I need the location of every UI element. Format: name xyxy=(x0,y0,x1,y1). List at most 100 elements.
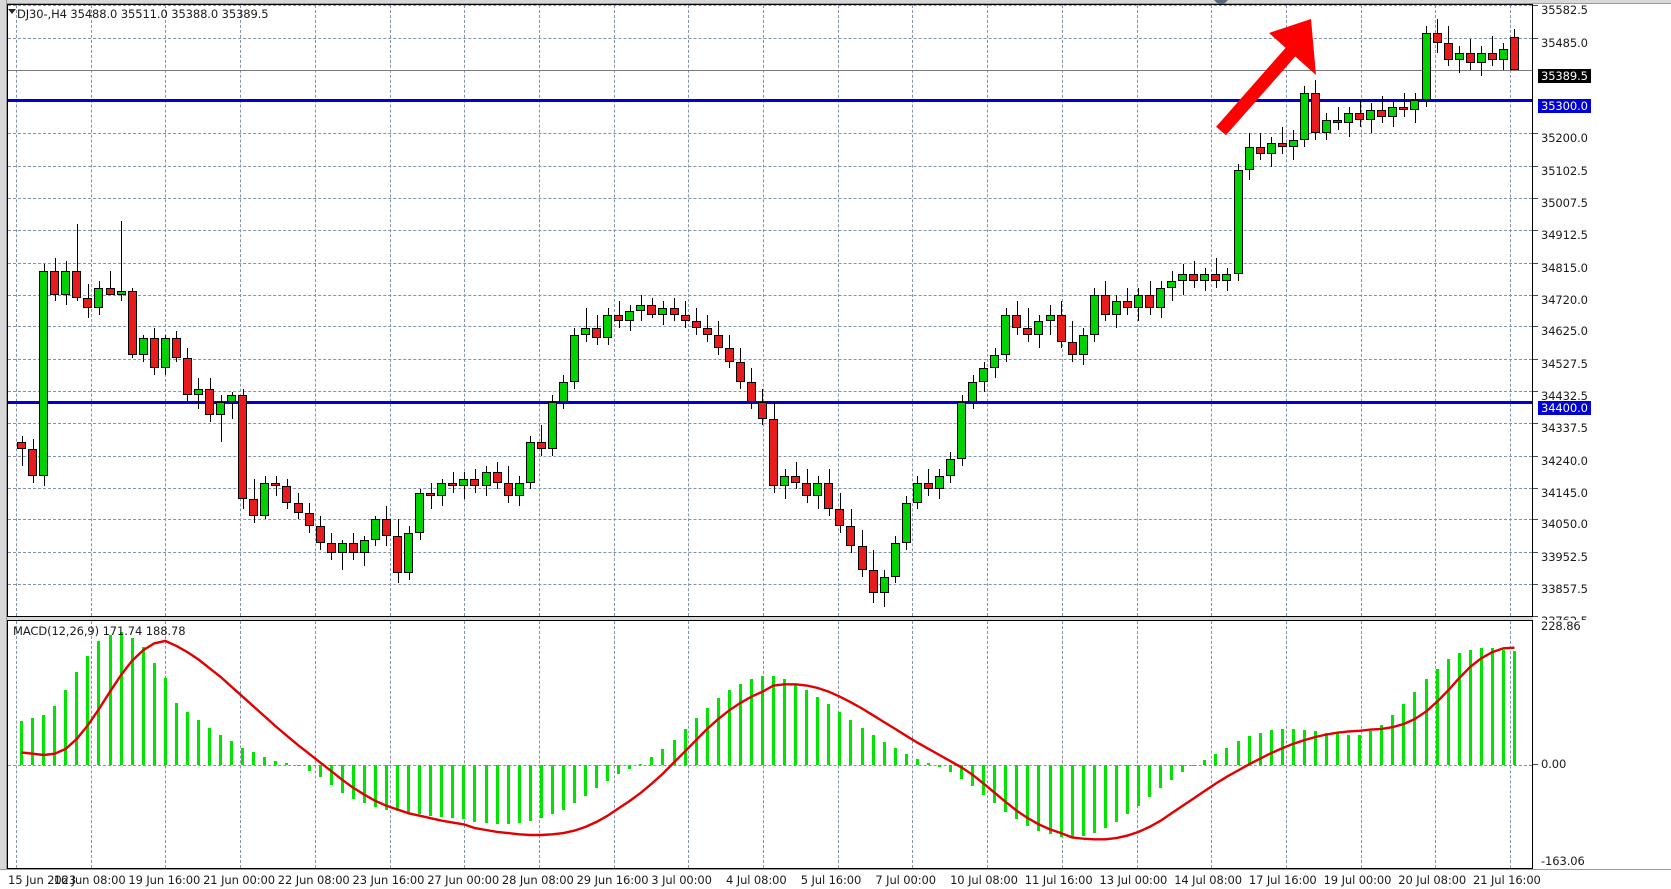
candle-body-bearish[interactable] xyxy=(105,287,115,295)
candle-body-bearish[interactable] xyxy=(249,499,259,517)
candle-body-bullish[interactable] xyxy=(116,291,126,295)
candle-body-bearish[interactable] xyxy=(28,448,38,476)
candle-body-bearish[interactable] xyxy=(1122,301,1132,308)
candle-body-bearish[interactable] xyxy=(470,479,480,486)
candle-body-bullish[interactable] xyxy=(780,475,790,486)
candle-body-bearish[interactable] xyxy=(746,381,756,402)
candle-body-bearish[interactable] xyxy=(393,536,403,574)
candle-body-bearish[interactable] xyxy=(492,472,502,483)
candle-body-bearish[interactable] xyxy=(238,395,248,500)
candle-body-bullish[interactable] xyxy=(1344,113,1354,124)
candle-body-bearish[interactable] xyxy=(824,482,834,510)
candle-body-bearish[interactable] xyxy=(182,358,192,396)
candle-body-bullish[interactable] xyxy=(370,519,380,540)
candle-body-bearish[interactable] xyxy=(17,442,27,449)
candle-body-bearish[interactable] xyxy=(293,502,303,513)
candle-body-bearish[interactable] xyxy=(1145,294,1155,308)
candle-body-bullish[interactable] xyxy=(1410,99,1420,110)
candle-body-bearish[interactable] xyxy=(536,442,546,449)
candle-body-bullish[interactable] xyxy=(912,482,922,503)
candle-body-bullish[interactable] xyxy=(813,482,823,496)
candle-body-bearish[interactable] xyxy=(1509,36,1519,70)
candle-body-bearish[interactable] xyxy=(614,314,624,322)
macd-indicator-pane[interactable]: MACD(12,26,9) 171.74 188.78 xyxy=(7,620,1533,869)
candle-body-bullish[interactable] xyxy=(1388,106,1398,117)
candle-body-bullish[interactable] xyxy=(636,304,646,312)
candle-body-bullish[interactable] xyxy=(945,459,955,476)
candle-body-bearish[interactable] xyxy=(1056,314,1066,342)
candle-body-bearish[interactable] xyxy=(426,492,436,496)
candle-body-bearish[interactable] xyxy=(1487,52,1497,60)
triangle-down-icon[interactable] xyxy=(8,9,16,14)
candle-body-bullish[interactable] xyxy=(525,442,535,483)
candle-body-bullish[interactable] xyxy=(968,381,978,402)
candle-body-bullish[interactable] xyxy=(459,479,469,486)
candle-body-bullish[interactable] xyxy=(1288,140,1298,147)
candle-body-bearish[interactable] xyxy=(503,482,513,496)
candle-body-bearish[interactable] xyxy=(1310,93,1320,134)
candle-body-bullish[interactable] xyxy=(1045,314,1055,322)
candle-body-bearish[interactable] xyxy=(691,321,701,329)
candle-body-bullish[interactable] xyxy=(1266,143,1276,154)
candle-body-bearish[interactable] xyxy=(149,338,159,369)
candle-body-bearish[interactable] xyxy=(1023,328,1033,335)
candle-body-bullish[interactable] xyxy=(337,542,347,554)
candle-body-bullish[interactable] xyxy=(558,381,568,402)
candle-body-bearish[interactable] xyxy=(680,314,690,322)
candle-body-bullish[interactable] xyxy=(901,502,911,543)
candle-body-bearish[interactable] xyxy=(769,418,779,486)
last-price-label[interactable]: 35389.5 xyxy=(1538,68,1591,83)
candle-body-bullish[interactable] xyxy=(990,354,1000,369)
candle-body-bearish[interactable] xyxy=(205,388,215,416)
candle-body-bearish[interactable] xyxy=(127,291,137,355)
candle-body-bullish[interactable] xyxy=(1244,146,1254,171)
candle-body-bearish[interactable] xyxy=(1189,274,1199,282)
horizontal-level-line-0[interactable] xyxy=(8,98,1532,102)
candle-body-bullish[interactable] xyxy=(547,401,557,449)
candle-body-bullish[interactable] xyxy=(1299,93,1309,141)
candle-body-bullish[interactable] xyxy=(957,401,967,460)
candle-body-bullish[interactable] xyxy=(193,388,203,396)
candle-body-bullish[interactable] xyxy=(569,334,579,382)
candle-body-bullish[interactable] xyxy=(39,271,49,476)
candle-body-bearish[interactable] xyxy=(802,482,812,496)
candle-body-bearish[interactable] xyxy=(846,526,856,547)
candle-body-bearish[interactable] xyxy=(381,519,391,537)
candle-body-bullish[interactable] xyxy=(1156,287,1166,308)
candle-body-bearish[interactable] xyxy=(72,271,82,298)
horizontal-level-line-1[interactable] xyxy=(8,400,1532,404)
candle-body-bearish[interactable] xyxy=(724,348,734,362)
candle-body-bearish[interactable] xyxy=(1399,106,1409,110)
candle-body-bearish[interactable] xyxy=(1443,42,1453,60)
candle-body-bullish[interactable] xyxy=(138,338,148,355)
candle-body-bearish[interactable] xyxy=(1012,314,1022,329)
candle-body-bearish[interactable] xyxy=(348,542,358,554)
candle-body-bearish[interactable] xyxy=(592,328,602,339)
candle-body-bearish[interactable] xyxy=(171,338,181,359)
candle-body-bullish[interactable] xyxy=(1133,294,1143,308)
candle-body-bullish[interactable] xyxy=(603,314,613,339)
candle-body-bearish[interactable] xyxy=(713,334,723,349)
candle-body-bearish[interactable] xyxy=(50,271,60,295)
candle-body-bullish[interactable] xyxy=(514,482,524,496)
candle-body-bearish[interactable] xyxy=(791,475,801,483)
candle-body-bearish[interactable] xyxy=(448,482,458,486)
candle-body-bullish[interactable] xyxy=(94,287,104,308)
candle-body-bearish[interactable] xyxy=(1355,113,1365,120)
candle-body-bullish[interactable] xyxy=(160,338,170,369)
scroll-position-marker-icon[interactable] xyxy=(1214,0,1228,7)
candle-body-bullish[interactable] xyxy=(1178,274,1188,282)
macd-axis[interactable]: 228.86 0.00 -163.06 xyxy=(1533,620,1671,869)
candle-body-bullish[interactable] xyxy=(1476,52,1486,63)
candle-body-bullish[interactable] xyxy=(1111,301,1121,315)
candle-body-bearish[interactable] xyxy=(1067,341,1077,355)
candle-body-bearish[interactable] xyxy=(647,304,657,315)
time-axis[interactable]: 15 Jun 2023 16 Jun 08:00 19 Jun 16:00 21 Ju… xyxy=(0,869,1671,889)
candle-body-bullish[interactable] xyxy=(260,482,270,517)
candle-body-bullish[interactable] xyxy=(1078,334,1088,355)
candle-body-bullish[interactable] xyxy=(879,576,889,594)
candle-body-bearish[interactable] xyxy=(835,509,845,527)
candle-body-bullish[interactable] xyxy=(979,368,989,382)
candle-body-bearish[interactable] xyxy=(304,512,314,527)
candle-body-bullish[interactable] xyxy=(1200,274,1210,282)
